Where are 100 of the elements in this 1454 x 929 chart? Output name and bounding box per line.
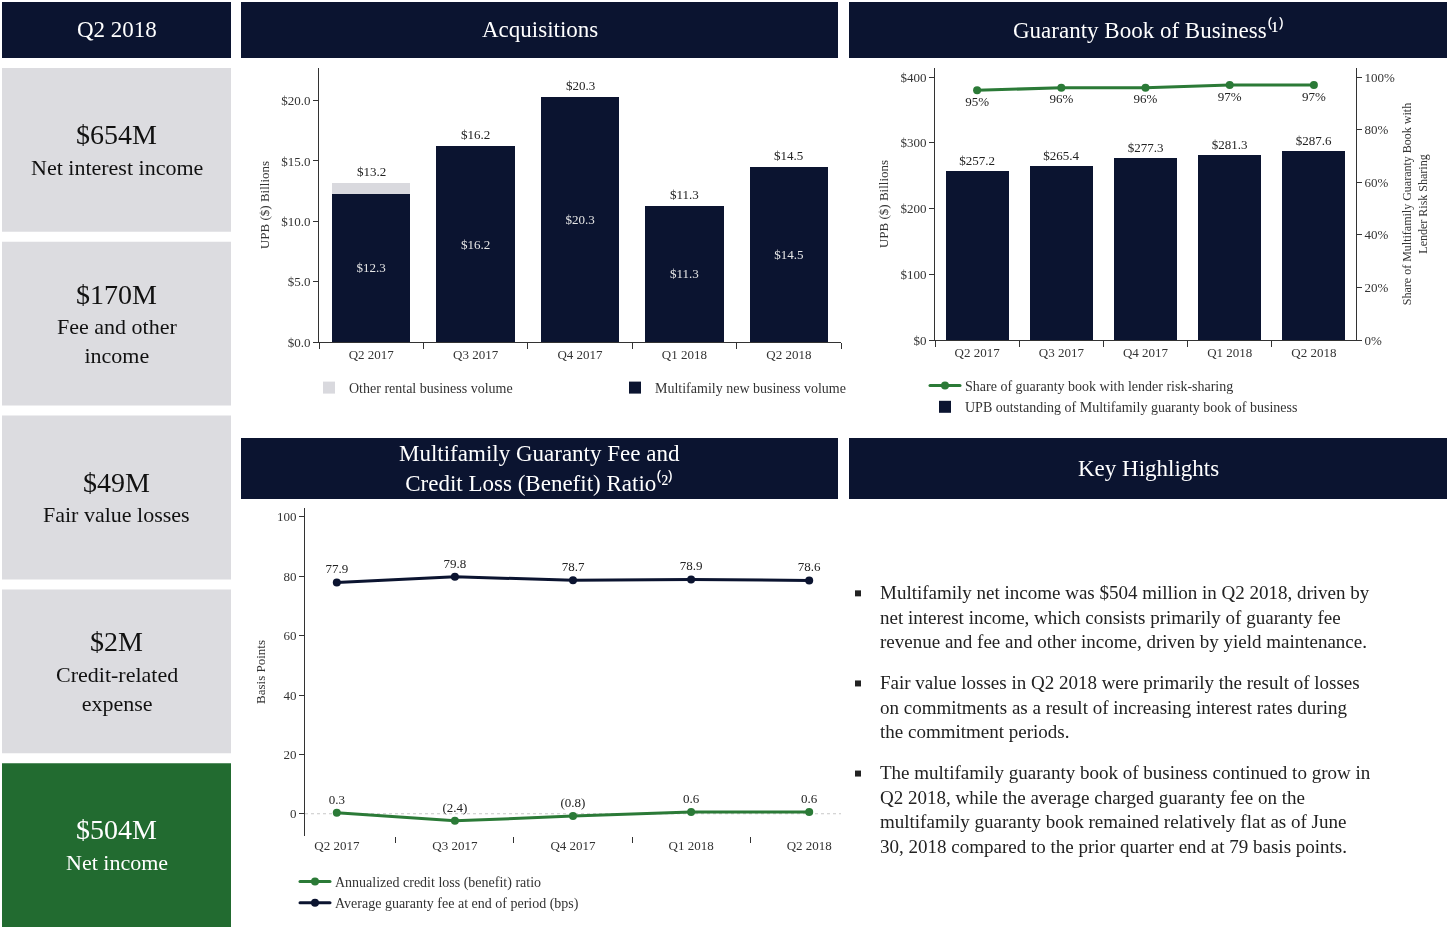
y-tick-label: $100 — [900, 266, 927, 282]
data-label: $277.3 — [1127, 139, 1164, 155]
total-label: $20.3 — [566, 78, 596, 93]
data-label: 97% — [1301, 88, 1326, 104]
x-tick-label: Q4 2017 — [1122, 344, 1169, 360]
point — [450, 816, 459, 825]
data-label: 79.8 — [443, 555, 467, 571]
text: $2M Credit-related expense — [56, 626, 179, 716]
text: Key Highlights — [1078, 456, 1220, 481]
data-label: $20.3 — [565, 211, 595, 227]
data-label: 96% — [1049, 91, 1074, 107]
point — [332, 578, 341, 587]
data-label: 78.9 — [679, 558, 703, 574]
x-tick-label: Q2 2017 — [348, 346, 395, 362]
y2-tick-label: 20% — [1364, 279, 1389, 295]
data-label: 0.6 — [682, 790, 700, 806]
data-label: 96% — [1133, 91, 1158, 107]
x-tick-label: Q4 2017 — [550, 838, 597, 853]
x-tick-label: Q3 2017 — [453, 346, 499, 362]
y2-tick-label: 100% — [1364, 69, 1396, 85]
text: Multifamily net income was $504 million in Q2 2018, driven by net interest income, which consists primarily of guaranty fee revenue and fee and other income, driven by yield maintenance. — [880, 582, 1370, 653]
legend-label: Annualized credit loss (benefit) ratio — [335, 875, 542, 892]
bar — [645, 205, 724, 342]
bar — [332, 193, 411, 342]
x-tick-label: Q2 2017 — [954, 344, 1001, 360]
point — [805, 576, 814, 585]
point — [687, 575, 696, 584]
x-tick-label: Q2 2018 — [1291, 344, 1337, 360]
y-tick-label: $15.0 — [281, 153, 311, 169]
bar — [1282, 151, 1346, 340]
legend-label: Other rental business volume — [349, 381, 513, 397]
point — [450, 572, 459, 581]
bar — [332, 182, 411, 194]
x-tick-label: Q3 2017 — [1038, 344, 1085, 360]
y-tick-label: $5.0 — [287, 274, 311, 290]
point — [332, 808, 341, 817]
data-label: (0.8) — [560, 794, 586, 810]
data-label: 0.6 — [801, 790, 818, 806]
data-label: $287.6 — [1295, 133, 1333, 149]
y-axis-title: UPB ($) Billions — [876, 159, 892, 249]
bar — [1029, 165, 1093, 340]
y-tick-label: 0 — [289, 806, 297, 822]
total-label: $14.5 — [774, 148, 804, 163]
y2-tick-label: 0% — [1364, 332, 1383, 348]
data-label: $16.2 — [460, 236, 491, 252]
data-label: 95% — [965, 94, 990, 110]
data-label: 78.6 — [797, 559, 822, 575]
data-label: $11.3 — [670, 266, 699, 282]
data-label: 78.7 — [561, 558, 585, 574]
data-label: $281.3 — [1211, 137, 1248, 153]
y-tick-label: 60 — [283, 628, 297, 644]
y-tick-label: 100 — [276, 509, 297, 525]
text: $654M Net interest income — [31, 119, 204, 180]
text: The multifamily guaranty book of business continued to grow in Q2 2018, while the average charged guaranty fee on the multifamily guaranty book remained relatively flat as of June 30, 2018 compared to the prior quarter end at 79 basis points. — [880, 762, 1371, 858]
total-label: $11.3 — [670, 187, 699, 202]
y-tick-label: $20.0 — [281, 93, 311, 109]
y-tick-label: $0 — [913, 332, 927, 348]
legend-label: Average guaranty fee at end of period (bps) — [335, 896, 579, 913]
bar — [945, 171, 1009, 340]
data-label: $14.5 — [774, 246, 804, 262]
x-tick-label: Q4 2017 — [557, 346, 604, 362]
y-tick-label: 80 — [283, 568, 297, 584]
y2-tick-label: 60% — [1364, 174, 1389, 190]
x-tick-label: Q2 2018 — [766, 346, 812, 362]
chart-title: Guaranty Book of Business⁽¹⁾ — [1013, 17, 1284, 43]
data-label: (2.4) — [442, 799, 468, 815]
text: $504M Net income — [66, 814, 169, 875]
point — [687, 807, 696, 816]
y2-tick-label: 80% — [1364, 122, 1389, 138]
data-label: 97% — [1217, 88, 1242, 104]
x-tick-label: Q1 2018 — [1207, 344, 1253, 360]
y-tick-label: $0.0 — [287, 334, 311, 350]
y-tick-label: $300 — [900, 135, 927, 151]
y-tick-label: $400 — [900, 69, 927, 85]
y-axis-title: UPB ($) Billions — [257, 160, 273, 250]
point — [569, 812, 577, 821]
text: $170M Fee and other income — [57, 279, 178, 368]
y-tick-label: 40 — [283, 687, 297, 703]
total-label: $13.2 — [357, 164, 387, 179]
bar — [540, 96, 620, 342]
total-label: $16.2 — [461, 127, 491, 142]
bar — [436, 146, 515, 342]
legend-label: UPB outstanding of Multifamily guaranty book of business — [965, 400, 1298, 416]
bar — [1198, 155, 1262, 340]
x-tick-label: Q1 2018 — [661, 346, 707, 362]
data-label: 0.3 — [328, 791, 345, 807]
y-tick-label: 20 — [283, 746, 297, 762]
y2-axis-title: Share of Multifamily Guaranty Book with Lender Risk Sharing — [1400, 102, 1430, 306]
bar — [749, 166, 828, 342]
y-axis-title: Basis Points — [252, 640, 268, 704]
x-tick-label: Q2 2018 — [786, 838, 832, 853]
point — [805, 807, 814, 816]
bar — [1113, 157, 1178, 340]
data-label: $257.2 — [959, 153, 995, 169]
y-tick-label: $200 — [900, 201, 927, 217]
legend-label: Multifamily new business volume — [655, 381, 846, 397]
data-label: 77.9 — [325, 561, 349, 577]
x-tick-label: Q3 2017 — [432, 838, 478, 853]
text: Q2 2018 — [77, 17, 157, 42]
chart-title: Multifamily Guaranty Fee and Credit Loss (Benefit) Ratio⁽²⁾ — [399, 441, 680, 496]
